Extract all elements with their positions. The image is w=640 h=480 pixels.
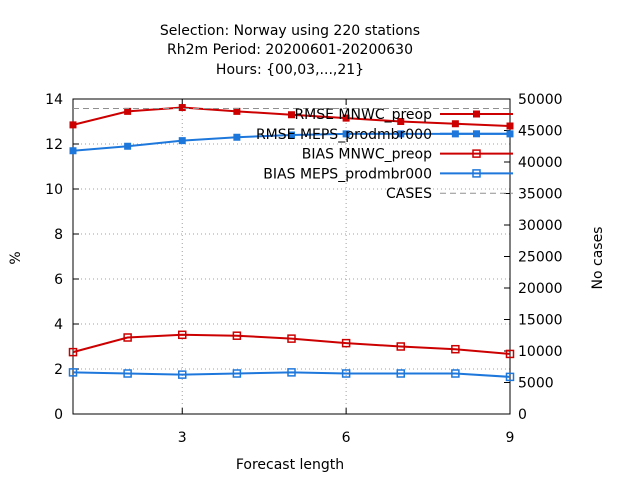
data-point xyxy=(232,331,242,340)
y-tick-label: 12 xyxy=(45,137,63,153)
data-point xyxy=(287,368,296,377)
x-axis-label: Forecast length xyxy=(236,457,344,473)
y-tick-label: 6 xyxy=(54,272,63,288)
y2-tick-label: 20000 xyxy=(518,281,563,297)
y2-tick-label: 5000 xyxy=(518,376,554,392)
legend-marker xyxy=(473,130,480,138)
y-tick-label: 2 xyxy=(54,362,63,378)
legend-label: RMSE MNWC_preop xyxy=(294,107,432,123)
data-point xyxy=(233,133,241,141)
y-tick-label: 14 xyxy=(45,92,63,108)
legend-item: CASES xyxy=(386,186,513,202)
legend-item: BIAS MEPS_prodmbr000 xyxy=(263,166,513,182)
data-point xyxy=(69,147,77,155)
title-line-2: Rh2m Period: 20200601-20200630 xyxy=(167,42,413,58)
data-point xyxy=(505,349,515,359)
data-point xyxy=(396,369,405,378)
x-tick-label: 3 xyxy=(178,430,187,446)
data-point xyxy=(288,111,295,119)
data-point xyxy=(233,107,241,115)
data-point xyxy=(451,120,459,128)
y-tick-label: 4 xyxy=(54,317,63,333)
data-point xyxy=(342,114,350,122)
y2-axis-label: No cases xyxy=(590,227,606,290)
y2-tick-label: 40000 xyxy=(518,155,563,171)
data-point xyxy=(124,142,132,150)
y-tick-label: 8 xyxy=(54,227,63,243)
data-point xyxy=(451,369,460,378)
series-3 xyxy=(68,368,515,382)
grid-lines xyxy=(73,99,510,414)
data-point xyxy=(342,130,350,138)
data-point xyxy=(341,369,351,378)
data-point xyxy=(178,330,187,340)
y2-tick-label: 25000 xyxy=(518,250,563,266)
data-point xyxy=(287,334,296,343)
data-point xyxy=(397,118,405,125)
data-point xyxy=(232,369,242,378)
legend-label: BIAS MNWC_preop xyxy=(302,147,432,163)
data-point xyxy=(341,338,351,348)
chart-title: Selection: Norway using 220 stations Rh2… xyxy=(160,23,420,78)
legend-label: BIAS MEPS_prodmbr000 xyxy=(263,166,432,182)
y2-tick-label: 0 xyxy=(518,407,527,423)
series-2 xyxy=(68,330,515,359)
series-group xyxy=(68,104,515,382)
series-0 xyxy=(69,104,514,130)
plot-frame xyxy=(72,98,511,415)
legend-marker xyxy=(472,169,481,178)
data-point xyxy=(69,121,77,129)
legend-label: CASES xyxy=(386,186,432,202)
x-tick-label: 6 xyxy=(342,430,351,446)
y2-tick-label: 30000 xyxy=(518,218,563,234)
data-point xyxy=(178,104,186,112)
legend-label: RMSE MEPS_prodmbr000 xyxy=(256,127,432,143)
legend: RMSE MNWC_preop RMSE MEPS_prodmbr000 BIAS … xyxy=(256,107,513,202)
data-point xyxy=(123,333,132,342)
data-point xyxy=(178,137,186,145)
y-axis-label: % xyxy=(8,251,24,264)
data-point xyxy=(178,370,187,379)
y-tick-label: 10 xyxy=(45,182,63,198)
data-point xyxy=(396,342,405,351)
data-point xyxy=(68,347,78,357)
legend-item: BIAS MNWC_preop xyxy=(302,147,513,163)
title-line-3: Hours: {00,03,...,21} xyxy=(216,62,364,78)
data-point xyxy=(123,369,132,378)
legend-item: RMSE MEPS_prodmbr000 xyxy=(256,127,513,143)
series-line xyxy=(72,333,511,355)
legend-item: RMSE MNWC_preop xyxy=(294,107,513,123)
y2-tick-label: 15000 xyxy=(518,313,563,329)
data-point xyxy=(505,372,515,382)
axes: 3 6 90246810121405000100001500020000250003… xyxy=(45,92,562,446)
legend-marker xyxy=(472,149,481,158)
title-line-1: Selection: Norway using 220 stations xyxy=(160,23,420,39)
data-point xyxy=(288,131,295,139)
data-point xyxy=(451,344,460,354)
data-point xyxy=(397,130,405,138)
data-point xyxy=(68,368,78,377)
x-tick-label: 9 xyxy=(506,430,515,446)
y2-tick-label: 50000 xyxy=(518,92,563,108)
data-point xyxy=(124,107,132,115)
y2-tick-label: 35000 xyxy=(518,187,563,203)
y2-tick-label: 45000 xyxy=(518,124,563,140)
y2-tick-label: 10000 xyxy=(518,344,563,360)
data-point xyxy=(506,122,514,130)
legend-marker xyxy=(473,110,480,118)
series-line xyxy=(72,371,511,378)
y-tick-label: 0 xyxy=(54,407,63,423)
